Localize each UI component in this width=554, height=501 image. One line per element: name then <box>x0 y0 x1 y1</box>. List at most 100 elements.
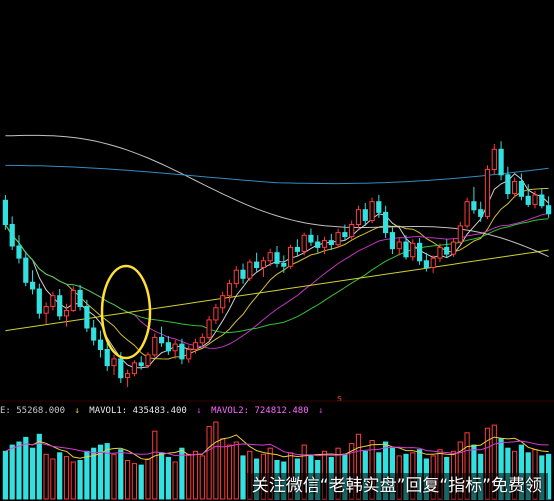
volume-bar <box>498 438 504 500</box>
candle <box>179 338 185 365</box>
volume-bar <box>199 455 205 500</box>
candle <box>16 235 22 264</box>
volume-bar <box>471 444 477 500</box>
candle <box>457 221 463 245</box>
candle-body <box>437 246 443 259</box>
mavol1-arrow: ↓ <box>74 406 80 416</box>
candle-body <box>50 295 56 307</box>
candle <box>423 252 429 272</box>
candle-body <box>362 209 368 221</box>
candle-body <box>349 224 355 238</box>
candle-body <box>410 242 416 258</box>
candle <box>50 291 56 311</box>
candle-body <box>23 257 29 283</box>
candle-body <box>525 195 531 205</box>
candle-body <box>125 373 131 379</box>
candle <box>288 244 294 269</box>
candle <box>532 190 538 209</box>
candle-body <box>369 201 375 221</box>
candle-body <box>505 174 511 195</box>
candlesticks <box>2 141 552 388</box>
candle-body <box>57 295 63 317</box>
candle <box>315 235 321 253</box>
candle-body <box>186 349 192 360</box>
candle <box>111 354 117 375</box>
candle <box>145 352 151 369</box>
candle <box>539 188 545 209</box>
volume-bar <box>484 427 491 500</box>
candle-body <box>2 199 8 226</box>
candle-body <box>376 201 382 213</box>
candle <box>396 237 402 256</box>
volume-bar <box>179 447 185 500</box>
candle-body <box>417 242 423 262</box>
candle <box>301 232 307 256</box>
candle <box>91 319 97 346</box>
candle-body <box>111 358 117 367</box>
candle-body <box>532 194 538 205</box>
candle <box>450 237 457 257</box>
candle <box>213 303 219 324</box>
volume-bar <box>97 444 104 500</box>
candle-body <box>471 201 477 211</box>
candle-body <box>464 201 470 227</box>
candle-body <box>159 336 165 344</box>
vol-value: E: 55268.000 <box>0 406 66 416</box>
candle <box>247 259 253 281</box>
ma10-line <box>4 187 549 360</box>
candle-body <box>260 260 266 268</box>
candle <box>138 356 144 370</box>
candle <box>36 283 42 319</box>
candle-body <box>478 209 484 217</box>
volume-bar <box>50 458 56 500</box>
candle <box>308 228 314 247</box>
volume-bar <box>30 447 36 500</box>
candle-body <box>498 148 504 176</box>
candle-body <box>240 269 246 279</box>
candle-body <box>247 261 253 279</box>
mavol1-line <box>5 434 549 461</box>
candle-body <box>321 240 328 248</box>
candle-body <box>226 283 233 297</box>
candle <box>444 239 450 259</box>
candle <box>159 326 165 347</box>
candle <box>125 369 131 388</box>
volume-bar <box>233 441 239 500</box>
candle-body <box>199 336 205 344</box>
candle-body <box>220 295 226 309</box>
candle-body <box>267 252 273 262</box>
vol-arrow: ↓ <box>318 406 324 416</box>
candle-body <box>315 241 321 248</box>
candle <box>233 266 239 288</box>
candle-body <box>396 241 402 250</box>
candle-body <box>423 260 429 268</box>
ma30-line <box>4 218 549 334</box>
volume-bar <box>63 456 70 500</box>
candle-body <box>457 225 463 243</box>
candle-body <box>430 257 436 269</box>
candle <box>546 196 552 218</box>
volume-bar <box>118 449 124 500</box>
candle-body <box>539 194 545 207</box>
volume-bar <box>192 450 199 500</box>
volume-bar <box>240 455 246 500</box>
candle <box>430 255 436 273</box>
volume-legend: E: 55268.000 ↓ MAVOL1: 435483.400 ↓ MAVO… <box>0 403 328 419</box>
candle-body <box>254 261 260 269</box>
volume-bar <box>491 424 497 500</box>
candle-body <box>274 252 280 264</box>
candle <box>464 197 470 229</box>
volume-bar <box>23 436 29 500</box>
volume-bar <box>213 421 219 500</box>
candle <box>505 166 511 199</box>
candle-body <box>213 307 219 321</box>
candle <box>70 286 76 312</box>
volume-bar <box>355 433 362 500</box>
candle <box>254 252 260 272</box>
candle <box>328 233 334 251</box>
candle <box>63 303 70 327</box>
candle <box>518 173 524 201</box>
candle-body <box>172 343 178 352</box>
candle <box>57 289 63 320</box>
